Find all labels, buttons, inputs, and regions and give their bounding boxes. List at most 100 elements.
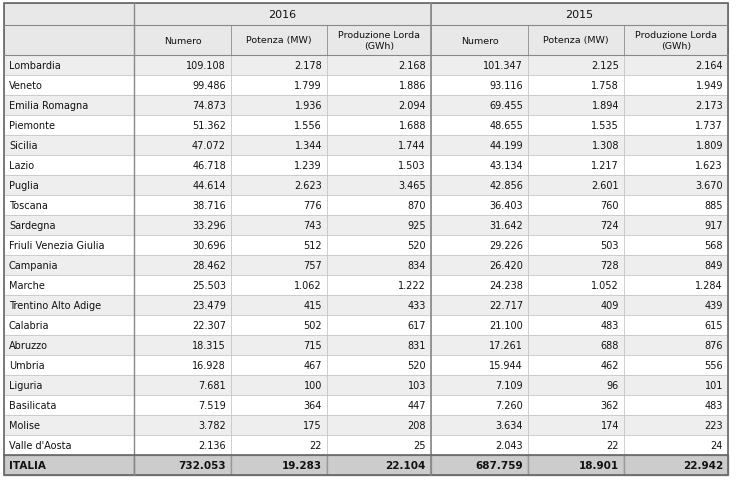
Bar xyxy=(4,335,134,355)
Bar xyxy=(327,275,431,295)
Text: 2.043: 2.043 xyxy=(495,440,523,450)
Text: 1.688: 1.688 xyxy=(399,121,426,131)
Text: Lazio: Lazio xyxy=(9,161,34,171)
Text: Friuli Venezia Giulia: Friuli Venezia Giulia xyxy=(9,241,105,250)
Text: Veneto: Veneto xyxy=(9,81,43,91)
Bar xyxy=(431,96,528,116)
Bar xyxy=(134,216,231,236)
Bar xyxy=(4,156,134,176)
Text: 1.936: 1.936 xyxy=(295,101,322,111)
Text: 1.284: 1.284 xyxy=(696,281,723,290)
Text: 33.296: 33.296 xyxy=(192,221,226,230)
Text: 31.642: 31.642 xyxy=(489,221,523,230)
Text: 688: 688 xyxy=(601,340,619,350)
Bar xyxy=(134,56,231,76)
Bar xyxy=(431,26,528,56)
Text: 3.465: 3.465 xyxy=(399,181,426,191)
Bar xyxy=(4,455,134,475)
Bar xyxy=(134,395,231,415)
Bar xyxy=(134,156,231,176)
Text: 1.062: 1.062 xyxy=(294,281,322,290)
Text: 22.104: 22.104 xyxy=(385,460,426,470)
Bar xyxy=(624,415,728,435)
Bar xyxy=(4,176,134,196)
Text: 51.362: 51.362 xyxy=(192,121,226,131)
Bar xyxy=(134,355,231,375)
Bar xyxy=(528,395,624,415)
Text: 2.094: 2.094 xyxy=(399,101,426,111)
Text: 1.052: 1.052 xyxy=(591,281,619,290)
Text: 415: 415 xyxy=(304,301,322,310)
Bar xyxy=(231,196,327,216)
Text: 1.556: 1.556 xyxy=(294,121,322,131)
Bar xyxy=(431,116,528,136)
Bar xyxy=(431,236,528,256)
Bar xyxy=(4,76,134,96)
Bar xyxy=(431,56,528,76)
Bar xyxy=(624,176,728,196)
Bar xyxy=(528,136,624,156)
Bar xyxy=(528,355,624,375)
Text: Trentino Alto Adige: Trentino Alto Adige xyxy=(9,301,101,310)
Text: 38.716: 38.716 xyxy=(192,201,226,210)
Text: 29.226: 29.226 xyxy=(489,241,523,250)
Bar xyxy=(431,176,528,196)
Bar xyxy=(624,236,728,256)
Text: 7.681: 7.681 xyxy=(198,380,226,390)
Text: 439: 439 xyxy=(705,301,723,310)
Bar xyxy=(4,96,134,116)
Text: 3.670: 3.670 xyxy=(696,181,723,191)
Text: 46.718: 46.718 xyxy=(192,161,226,171)
Text: 1.894: 1.894 xyxy=(592,101,619,111)
Bar xyxy=(624,295,728,315)
Text: 7.519: 7.519 xyxy=(198,400,226,410)
Text: Campania: Campania xyxy=(9,261,58,270)
Bar xyxy=(327,455,431,475)
Bar xyxy=(624,275,728,295)
Bar xyxy=(231,216,327,236)
Text: 17.261: 17.261 xyxy=(489,340,523,350)
Text: 687.759: 687.759 xyxy=(475,460,523,470)
Bar xyxy=(528,156,624,176)
Text: 7.109: 7.109 xyxy=(495,380,523,390)
Text: 100: 100 xyxy=(304,380,322,390)
Bar xyxy=(4,256,134,275)
Text: 174: 174 xyxy=(601,420,619,430)
Text: 1.799: 1.799 xyxy=(294,81,322,91)
Text: 47.072: 47.072 xyxy=(192,141,226,151)
Bar xyxy=(231,56,327,76)
Text: 1.222: 1.222 xyxy=(398,281,426,290)
Bar xyxy=(431,216,528,236)
Bar xyxy=(231,455,327,475)
Text: 15.944: 15.944 xyxy=(489,360,523,370)
Text: 1.217: 1.217 xyxy=(591,161,619,171)
Bar xyxy=(327,315,431,335)
Bar xyxy=(624,56,728,76)
Bar xyxy=(4,56,134,76)
Text: 2.125: 2.125 xyxy=(591,61,619,71)
Bar xyxy=(134,375,231,395)
Bar xyxy=(431,395,528,415)
Bar xyxy=(528,26,624,56)
Bar xyxy=(231,415,327,435)
Text: 19.283: 19.283 xyxy=(282,460,322,470)
Text: Lombardia: Lombardia xyxy=(9,61,60,71)
Bar xyxy=(134,295,231,315)
Text: Toscana: Toscana xyxy=(9,201,48,210)
Text: Basilicata: Basilicata xyxy=(9,400,56,410)
Bar xyxy=(134,415,231,435)
Bar xyxy=(134,116,231,136)
Bar xyxy=(528,415,624,435)
Text: 22.942: 22.942 xyxy=(682,460,723,470)
Text: 23.479: 23.479 xyxy=(192,301,226,310)
Bar xyxy=(624,256,728,275)
Text: 28.462: 28.462 xyxy=(192,261,226,270)
Bar xyxy=(624,355,728,375)
Text: Sardegna: Sardegna xyxy=(9,221,55,230)
Bar xyxy=(4,295,134,315)
Bar xyxy=(231,96,327,116)
Bar xyxy=(327,435,431,455)
Text: 2016: 2016 xyxy=(268,10,296,20)
Bar xyxy=(231,335,327,355)
Text: Numero: Numero xyxy=(164,37,201,45)
